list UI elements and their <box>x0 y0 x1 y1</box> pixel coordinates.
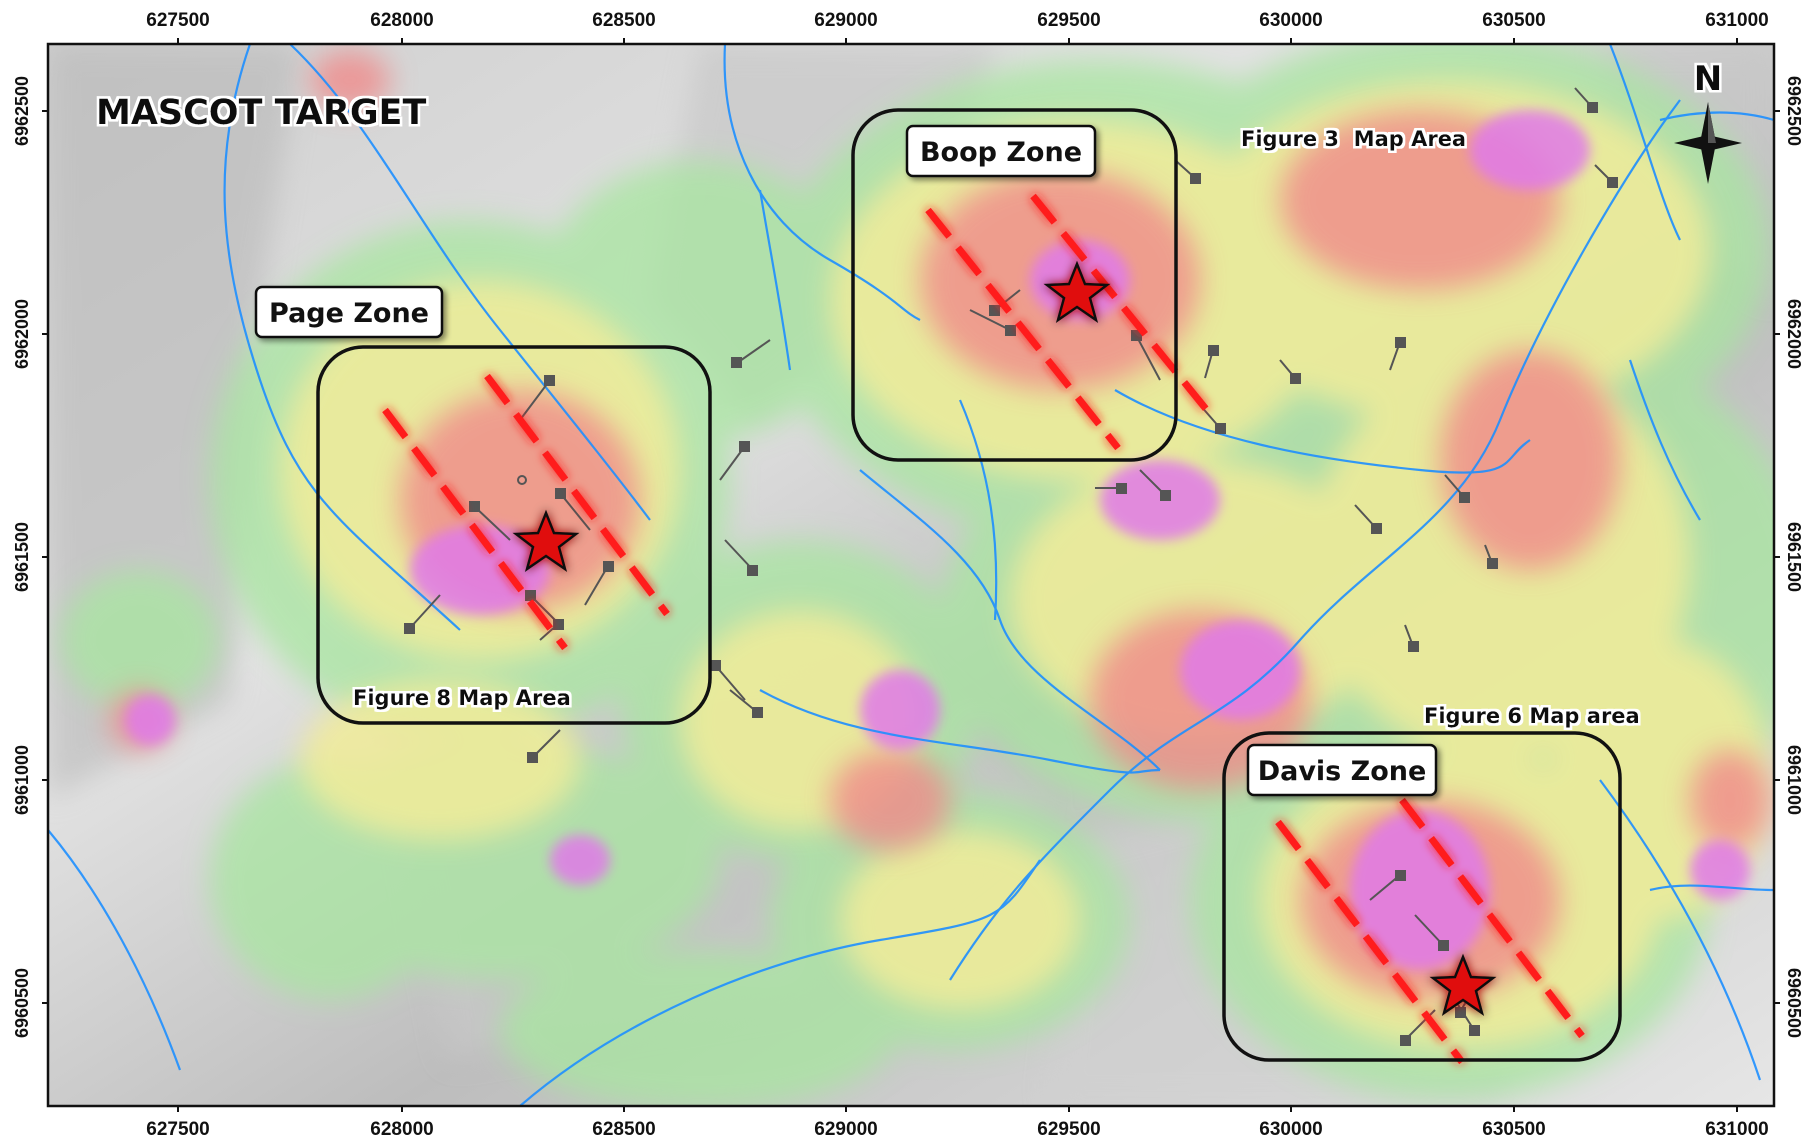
drill-hole <box>1594 164 1618 188</box>
x-tick-top: 628500 <box>592 10 655 31</box>
drill-hole <box>1139 469 1171 501</box>
x-tick-bottom: 628000 <box>370 1119 433 1140</box>
streams <box>48 44 1774 1106</box>
drill-hole <box>1444 474 1470 503</box>
page-trend-line-west <box>382 407 568 651</box>
drill-hole <box>724 539 758 576</box>
drill-hole <box>731 339 771 368</box>
drill-hole <box>989 289 1021 316</box>
y-tick-left: 6962500 <box>12 76 32 146</box>
page-zone-label-box <box>254 285 444 339</box>
y-tick-right: 6962000 <box>1784 299 1804 369</box>
boop-zone-star-icon <box>1043 260 1111 323</box>
drill-hole <box>969 309 1016 336</box>
drill-collar-ring <box>517 475 527 485</box>
map-frame <box>46 42 1776 1108</box>
x-tick-top: 627500 <box>146 10 209 31</box>
drill-hole <box>729 689 763 718</box>
drill-hole <box>519 375 555 421</box>
north-arrow-icon <box>1674 102 1742 184</box>
drill-hole <box>1414 914 1449 951</box>
drill-hole <box>1279 359 1301 384</box>
y-tick-right: 6961500 <box>1784 522 1804 592</box>
drill-hole <box>1174 159 1201 184</box>
figure-8-map-area-label: Figure 8 Map Area <box>353 686 571 710</box>
y-tick-right: 6960500 <box>1784 968 1804 1038</box>
trend-lines <box>382 193 1585 1065</box>
x-tick-top: 630500 <box>1482 10 1545 31</box>
drill-hole <box>1369 870 1406 901</box>
davis-trend-line-west <box>1275 819 1465 1065</box>
x-tick-bottom: 630500 <box>1482 1119 1545 1140</box>
x-tick-bottom: 630000 <box>1259 1119 1322 1140</box>
x-tick-top: 630000 <box>1259 10 1322 31</box>
x-axis-top <box>177 38 1738 44</box>
y-tick-left: 6961500 <box>12 522 32 592</box>
davis-zone-label-box <box>1246 743 1438 797</box>
x-tick-top: 628000 <box>370 10 433 31</box>
y-tick-right: 6962500 <box>1784 76 1804 146</box>
davis-zone-star-icon <box>1429 953 1497 1016</box>
page-trend-line-east <box>484 373 670 617</box>
x-tick-bottom: 631000 <box>1705 1119 1768 1140</box>
drill-hole <box>1095 483 1127 494</box>
drill-hole <box>1389 337 1406 371</box>
map-title: MASCOT TARGET <box>96 93 426 133</box>
stars <box>512 260 1497 1016</box>
boop-zone-label: Boop Zone <box>920 137 1082 168</box>
x-tick-bottom: 628500 <box>592 1119 655 1140</box>
x-tick-top: 631000 <box>1705 10 1768 31</box>
y-tick-left: 6960500 <box>12 968 32 1038</box>
drill-hole <box>719 441 750 481</box>
figure-6-map-area-label: Figure 6 Map area <box>1424 704 1640 728</box>
page-zone-map-area-box <box>316 345 712 725</box>
boop-trend-line-west <box>925 207 1121 451</box>
y-tick-right: 6961000 <box>1784 745 1804 815</box>
drill-hole <box>527 729 561 763</box>
davis-trend-line-east <box>1399 797 1585 1039</box>
drill-hole <box>539 619 564 641</box>
y-tick-left: 6961000 <box>12 745 32 815</box>
davis-zone-label: Davis Zone <box>1258 756 1427 787</box>
drill-hole <box>469 501 511 541</box>
drill-hole <box>584 561 614 606</box>
drill-hole <box>1131 330 1161 381</box>
x-tick-top: 629000 <box>814 10 877 31</box>
drill-hole <box>1354 504 1382 534</box>
geochem-anomaly-peak <box>125 110 1750 970</box>
page-zone-label: Page Zone <box>269 298 429 329</box>
x-tick-bottom: 629500 <box>1037 1119 1100 1140</box>
page-zone-star-icon <box>512 509 580 572</box>
drill-hole <box>404 594 441 634</box>
drill-holes <box>404 87 1618 1046</box>
x-tick-top: 629500 <box>1037 10 1100 31</box>
y-tick-left: 6962000 <box>12 299 32 369</box>
davis-zone-map-area-box <box>1222 731 1622 1062</box>
drill-hole <box>1484 544 1498 569</box>
y-axis-left <box>42 110 48 1004</box>
x-tick-bottom: 629000 <box>814 1119 877 1140</box>
boop-zone-map-area-box <box>851 108 1178 462</box>
drill-hole <box>1574 87 1598 113</box>
boop-zone-label-box <box>905 124 1097 178</box>
drill-hole <box>1404 624 1419 652</box>
drill-hole <box>1204 345 1219 379</box>
y-axis-right <box>1774 110 1780 1004</box>
x-axis-bottom <box>177 1106 1738 1112</box>
figure-3-map-area-label: Figure 3 Map Area <box>1241 127 1466 151</box>
x-tick-bottom: 627500 <box>146 1119 209 1140</box>
drill-hole <box>555 488 591 531</box>
north-label: N <box>1694 59 1722 99</box>
